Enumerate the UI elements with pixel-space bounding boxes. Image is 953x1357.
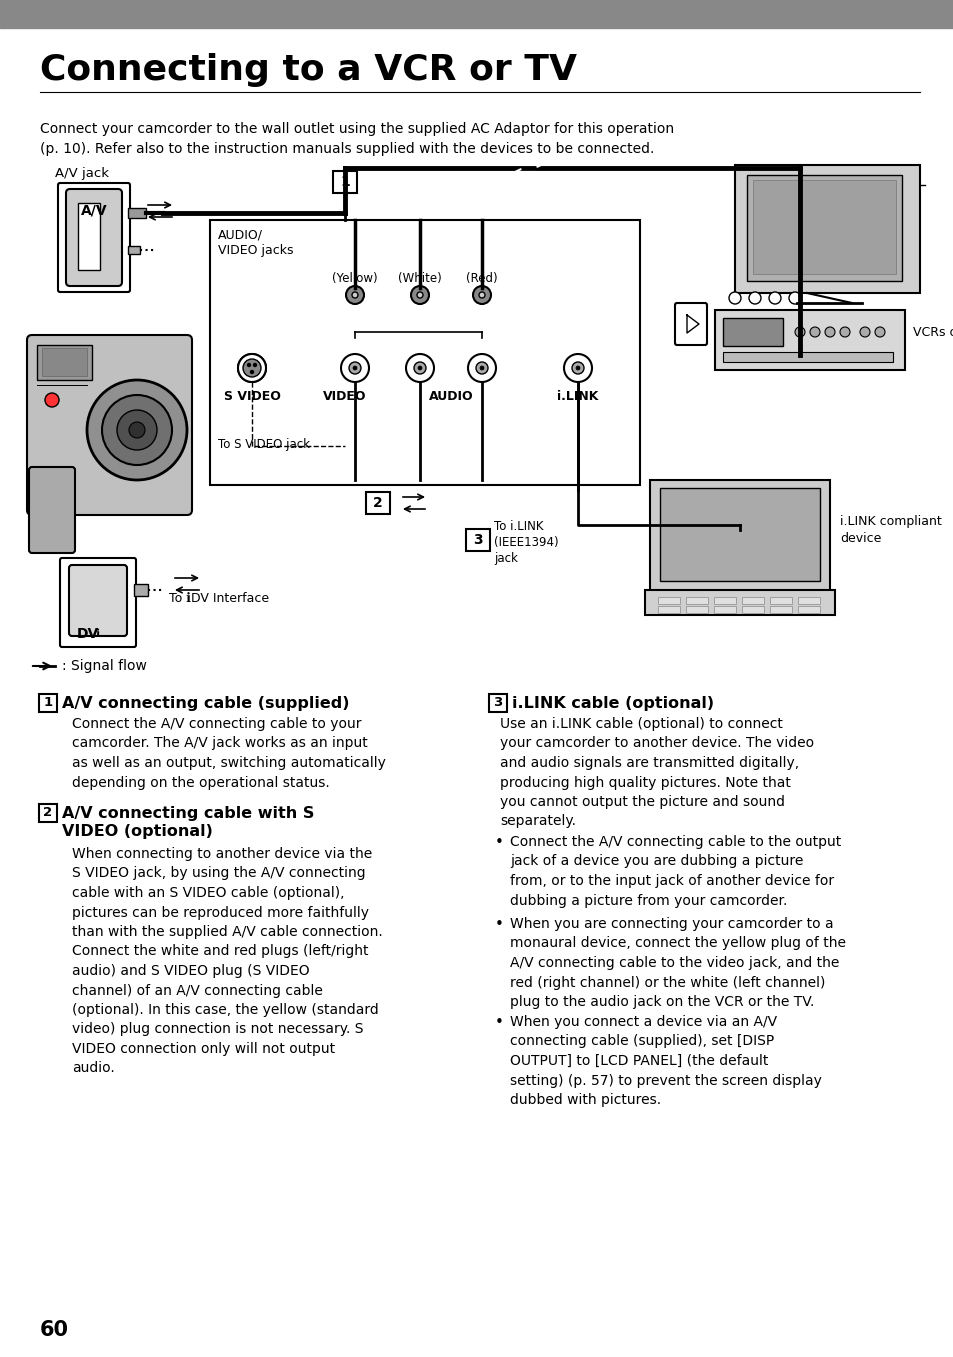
Circle shape [748,292,760,304]
Text: AUDIO: AUDIO [428,389,473,403]
Text: A/V jack: A/V jack [55,167,109,180]
Circle shape [417,366,421,370]
Text: To S VIDEO jack: To S VIDEO jack [218,438,310,451]
FancyBboxPatch shape [489,693,506,712]
Text: A/V connecting cable (supplied): A/V connecting cable (supplied) [62,696,349,711]
Text: When connecting to another device via the
S VIDEO jack, by using the A/V connect: When connecting to another device via th… [71,847,382,1076]
Bar [722,351,892,362]
Text: To ℹDV Interface: To ℹDV Interface [169,592,269,604]
Bar [0,0,953,28]
Circle shape [874,327,884,337]
Circle shape [476,362,488,375]
Bar [741,607,763,613]
Text: A/V connecting cable with S
VIDEO (optional): A/V connecting cable with S VIDEO (optio… [62,806,314,839]
Text: Use an i.LINK cable (optional) to connect
your camcorder to another device. The : Use an i.LINK cable (optional) to connec… [499,716,813,829]
Circle shape [411,286,429,304]
Circle shape [102,395,172,465]
Text: 60: 60 [40,1320,69,1339]
Bar [746,175,901,281]
Bar [741,597,763,604]
Circle shape [479,366,483,370]
Circle shape [243,360,261,377]
Bar [769,607,791,613]
Bar [752,180,895,274]
FancyBboxPatch shape [333,171,356,193]
FancyBboxPatch shape [27,335,192,516]
Text: •: • [495,917,503,932]
Text: 2: 2 [373,497,382,510]
Circle shape [794,327,804,337]
Circle shape [414,362,426,375]
Circle shape [478,292,484,299]
Bar [78,204,100,270]
Text: VIDEO: VIDEO [323,389,366,403]
Circle shape [253,364,256,366]
Bar [685,597,707,604]
Circle shape [473,286,491,304]
Text: (Red): (Red) [466,271,497,285]
FancyBboxPatch shape [69,565,127,636]
FancyBboxPatch shape [366,493,390,514]
FancyBboxPatch shape [60,558,136,647]
FancyBboxPatch shape [39,803,57,822]
Text: A/V: A/V [81,204,107,217]
Text: S VIDEO: S VIDEO [223,389,280,403]
Circle shape [468,354,496,383]
Bar [797,597,820,604]
Circle shape [246,362,257,375]
Circle shape [250,366,253,370]
Text: •: • [495,1015,503,1030]
Bar [713,607,735,613]
Bar [42,347,87,376]
Text: Connect the A/V connecting cable to the output
jack of a device you are dubbing : Connect the A/V connecting cable to the … [510,835,841,908]
Circle shape [406,354,434,383]
Text: •: • [495,835,503,849]
Circle shape [129,422,145,438]
Circle shape [353,366,356,370]
Bar [734,166,919,293]
Text: i.LINK: i.LINK [557,389,598,403]
Circle shape [352,292,357,299]
Bar [769,597,791,604]
Circle shape [840,327,849,337]
Text: 3: 3 [473,533,482,547]
Text: When you are connecting your camcorder to a
monaural device, connect the yellow : When you are connecting your camcorder t… [510,917,845,1010]
Bar [714,309,904,370]
Bar [128,208,146,218]
Bar [722,318,782,346]
Bar [658,597,679,604]
Circle shape [563,354,592,383]
FancyBboxPatch shape [465,529,490,551]
Text: DV: DV [77,627,99,641]
Text: Connecting to a VCR or TV: Connecting to a VCR or TV [40,53,577,87]
Circle shape [788,292,801,304]
Circle shape [45,394,59,407]
Text: Connect the A/V connecting cable to your
camcorder. The A/V jack works as an inp: Connect the A/V connecting cable to your… [71,716,385,790]
Bar [649,480,829,594]
FancyBboxPatch shape [675,303,706,345]
FancyBboxPatch shape [66,189,122,286]
Text: 1: 1 [44,696,52,710]
Circle shape [572,362,583,375]
Circle shape [824,327,834,337]
Text: 1: 1 [340,175,350,189]
Circle shape [87,380,187,480]
Bar [133,584,148,596]
Text: To i.LINK
(IEEE1394)
jack: To i.LINK (IEEE1394) jack [494,520,558,565]
Text: AUDIO/
VIDEO jacks: AUDIO/ VIDEO jacks [218,228,294,256]
Circle shape [117,410,157,451]
FancyBboxPatch shape [29,467,75,554]
Circle shape [809,327,820,337]
Circle shape [859,327,869,337]
Circle shape [346,286,364,304]
FancyBboxPatch shape [58,183,130,292]
Text: i.LINK compliant
device: i.LINK compliant device [840,514,941,546]
Text: i.LINK cable (optional): i.LINK cable (optional) [512,696,714,711]
Circle shape [728,292,740,304]
Circle shape [349,362,360,375]
Circle shape [768,292,781,304]
Text: (Yellow): (Yellow) [332,271,377,285]
Bar [659,489,820,581]
Text: 3: 3 [493,696,502,710]
Circle shape [340,354,369,383]
